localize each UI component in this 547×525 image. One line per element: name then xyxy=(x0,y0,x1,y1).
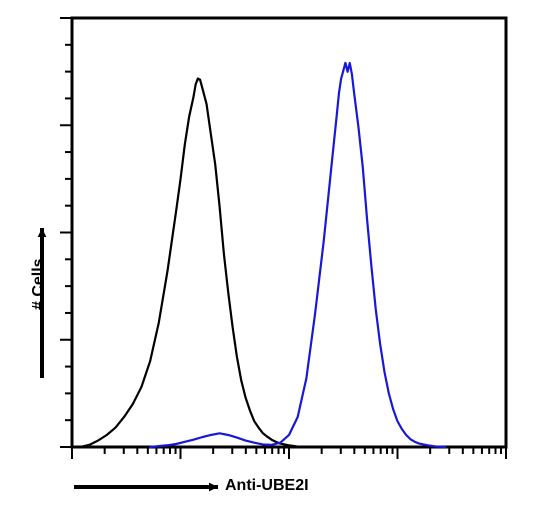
x-axis-label: Anti-UBE2I xyxy=(225,477,309,495)
chart-container: # Cells Anti-UBE2I xyxy=(0,0,547,525)
histogram-plot xyxy=(0,0,547,525)
y-axis-label: # Cells xyxy=(30,258,48,310)
